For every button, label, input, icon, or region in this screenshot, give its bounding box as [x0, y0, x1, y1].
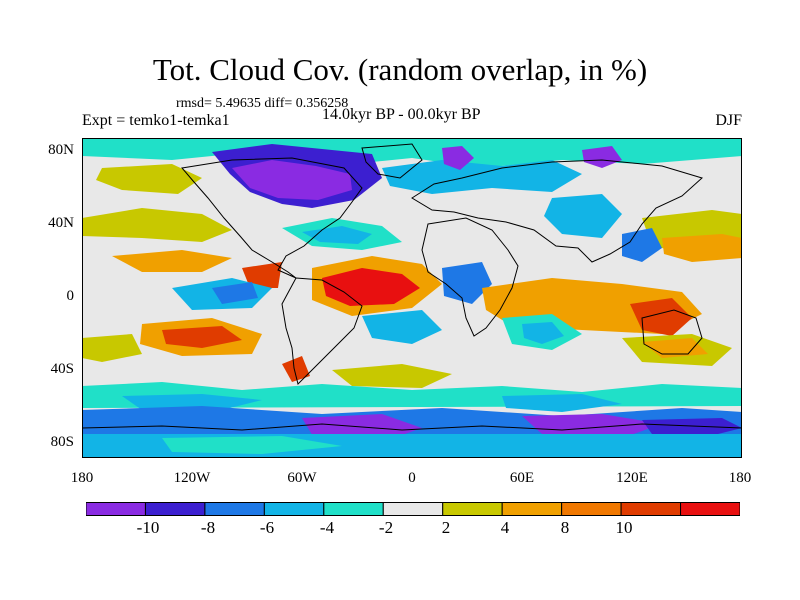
anomaly-region — [122, 394, 262, 410]
lon-label: 60W — [287, 470, 317, 486]
anomaly-region — [662, 234, 742, 262]
map-frame — [82, 138, 742, 458]
anomaly-region — [112, 250, 232, 272]
anomaly-region — [442, 146, 474, 170]
lat-label: 80N — [48, 142, 74, 158]
lat-label: 0 — [66, 288, 75, 304]
anomaly-region — [242, 262, 282, 288]
anomaly-region — [642, 418, 742, 438]
anomaly-region — [82, 334, 142, 362]
colorbar-swatch — [680, 502, 740, 516]
lon-label: 60E — [509, 470, 535, 486]
lat-label: 40S — [50, 361, 74, 377]
colorbar-label: -8 — [200, 518, 216, 537]
anomaly-region — [82, 208, 232, 242]
anomaly-region — [212, 282, 258, 304]
lat-label: 80S — [50, 434, 74, 450]
coastline-greenland — [361, 143, 423, 179]
anomaly-region — [162, 326, 242, 348]
colorbar — [86, 502, 740, 516]
anomaly-region — [442, 262, 492, 304]
colorbar-swatch — [382, 502, 444, 516]
colorbar-swatch — [263, 502, 325, 516]
coastline-africa — [421, 217, 519, 337]
coastline-eurasia — [411, 159, 703, 263]
colorbar-swatch — [620, 502, 682, 516]
anomaly-region — [522, 414, 662, 438]
colorbar-label: 10 — [615, 518, 633, 537]
colorbar-label: -10 — [136, 518, 160, 537]
colorbar-swatch — [204, 502, 265, 516]
colorbar-swatch — [86, 502, 146, 516]
stats-text: rmsd= 5.49635 diff= 0.356258 — [176, 96, 349, 111]
cloud-cover-map — [82, 138, 742, 458]
colorbar-swatch — [501, 502, 563, 516]
anomaly-region — [96, 164, 202, 194]
anomaly-region — [502, 394, 622, 412]
colorbar-label: -6 — [259, 518, 275, 537]
colorbar-label: 2 — [441, 518, 451, 537]
colorbar-swatch — [442, 502, 503, 516]
anomaly-region — [582, 146, 622, 168]
anomaly-region — [382, 160, 582, 194]
anomaly-region — [544, 194, 622, 238]
lon-label: 180 — [70, 470, 94, 486]
colorbar-swatch — [561, 502, 622, 516]
colorbar-swatch — [144, 502, 206, 516]
anomaly-region — [362, 310, 442, 344]
anomaly-region — [522, 322, 564, 344]
colorbar-label: 8 — [560, 518, 570, 537]
anomaly-region — [162, 436, 342, 454]
lon-label: 0 — [408, 470, 416, 486]
anomaly-region — [282, 356, 310, 382]
coastline-north-america — [181, 157, 363, 279]
experiment-label: Expt = temko1-temka1 — [82, 112, 230, 129]
coastline-south-america — [281, 277, 363, 385]
lon-label: 120E — [616, 470, 648, 486]
colorbar-swatch — [323, 502, 384, 516]
coastlines — [82, 143, 742, 431]
lat-label: 40N — [48, 215, 74, 231]
anomaly-region — [232, 160, 352, 200]
anomaly-region — [642, 338, 708, 358]
period-label: 14.0kyr BP - 00.0kyr BP — [322, 106, 481, 123]
anomaly-region — [622, 228, 662, 262]
map-svg — [82, 138, 742, 458]
colorbar-label: -4 — [319, 518, 335, 537]
lon-label: 120W — [173, 470, 211, 486]
coastline-antarctica — [82, 423, 742, 431]
anomaly-region — [302, 226, 372, 244]
colorbar-label: -2 — [378, 518, 394, 537]
anomaly-region — [322, 268, 420, 306]
lon-label: 180 — [728, 470, 752, 486]
anomaly-region — [332, 364, 452, 388]
anomaly-region — [630, 298, 692, 336]
map-title: Tot. Cloud Cov. (random overlap, in %) — [152, 52, 648, 87]
colorbar-label: 4 — [500, 518, 510, 537]
coastline-australia — [641, 309, 703, 355]
season-label: DJF — [715, 112, 742, 129]
